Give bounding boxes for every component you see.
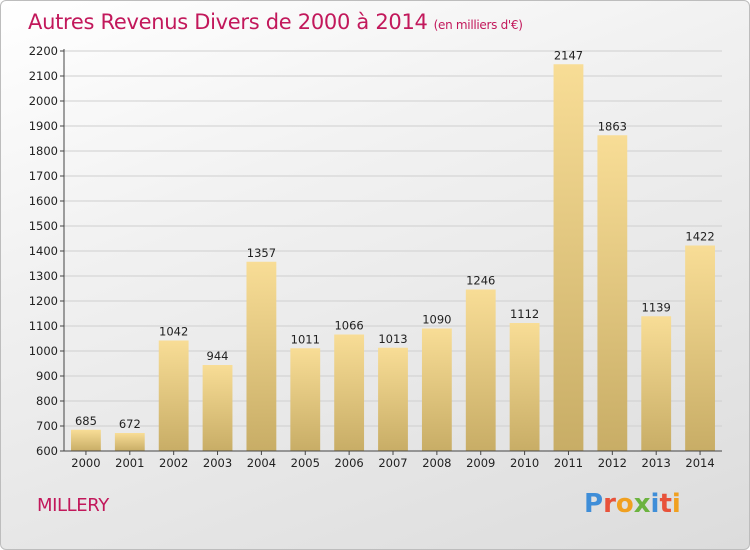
x-tick-label: 2012	[598, 456, 627, 470]
x-tick-label: 2008	[422, 456, 451, 470]
data-label: 1422	[685, 230, 714, 244]
x-tick-label: 2014	[685, 456, 714, 470]
chart-title: Autres Revenus Divers de 2000 à 2014 (en …	[28, 10, 523, 34]
logo-letter: o	[615, 489, 634, 519]
bar	[246, 261, 277, 451]
data-label: 1066	[334, 319, 363, 333]
x-tick-label: 2004	[247, 456, 276, 470]
bar	[334, 334, 365, 451]
logo-letter: i	[650, 489, 660, 519]
y-tick-label: 1000	[29, 344, 58, 358]
bar	[202, 365, 233, 451]
y-tick-label: 1300	[29, 269, 58, 283]
data-label: 685	[75, 414, 97, 428]
y-tick-label: 900	[36, 369, 58, 383]
y-tick-label: 2200	[29, 44, 58, 58]
y-tick-label: 1800	[29, 144, 58, 158]
x-tick-label: 2001	[115, 456, 144, 470]
bar	[290, 348, 321, 451]
data-label: 1139	[642, 300, 671, 314]
place-name: MILLERY	[37, 495, 109, 516]
x-tick-label: 2002	[159, 456, 188, 470]
y-tick-label: 2000	[29, 94, 58, 108]
bar	[465, 289, 496, 451]
bar	[378, 347, 408, 451]
y-tick-label: 700	[36, 419, 58, 433]
x-tick-label: 2013	[642, 456, 671, 470]
logo-letter: t	[659, 489, 672, 519]
y-tick-label: 1600	[29, 194, 58, 208]
data-label: 1246	[466, 274, 495, 288]
chart-title-text: Autres Revenus Divers de 2000 à 2014	[28, 10, 428, 34]
y-tick-label: 1100	[29, 319, 58, 333]
logo-letter: i	[671, 489, 681, 519]
x-tick-label: 2005	[291, 456, 320, 470]
logo-letter: r	[603, 489, 616, 519]
proxiti-logo: Proxiti	[584, 489, 681, 519]
data-label: 1090	[422, 313, 451, 327]
data-label: 1112	[510, 307, 539, 321]
x-axis-ticks: 2000 2001 2002 2003 2004 2005 2006 2007 2008 2009…	[71, 451, 715, 470]
y-axis-ticks: 600 700 800 900 1000 1100 1200 1300 1400 1500 1600…	[29, 44, 64, 458]
x-tick-label: 2000	[71, 456, 100, 470]
data-label: 1011	[291, 332, 320, 346]
data-label: 1013	[378, 332, 407, 346]
x-tick-label: 2007	[378, 456, 407, 470]
bar	[421, 328, 452, 451]
bar	[597, 135, 628, 451]
y-tick-label: 1700	[29, 169, 58, 183]
bar	[114, 433, 145, 451]
data-label: 1357	[247, 246, 276, 260]
x-tick-label: 2011	[554, 456, 583, 470]
x-tick-label: 2010	[510, 456, 539, 470]
data-label: 2147	[554, 48, 583, 62]
bar	[158, 340, 189, 451]
data-label: 944	[207, 349, 229, 363]
y-tick-label: 1900	[29, 119, 58, 133]
x-tick-label: 2003	[203, 456, 232, 470]
bar	[553, 64, 584, 451]
logo-letter: P	[584, 489, 604, 519]
y-tick-label: 1500	[29, 219, 58, 233]
data-label: 1863	[598, 119, 627, 133]
data-label: 672	[119, 417, 141, 431]
chart-subtitle: (en milliers d'€)	[433, 18, 523, 32]
x-tick-label: 2009	[466, 456, 495, 470]
y-tick-label: 800	[36, 394, 58, 408]
bars: 685 672 1042 944 1357 1011 1066 1013 1090 1246 111…	[71, 48, 715, 451]
y-tick-label: 1200	[29, 294, 58, 308]
y-tick-label: 2100	[29, 69, 58, 83]
bar	[71, 429, 101, 451]
bar	[685, 245, 715, 451]
y-tick-label: 1400	[29, 244, 58, 258]
data-label: 1042	[159, 325, 188, 339]
bar	[641, 316, 672, 451]
bar	[509, 323, 540, 451]
logo-letter: x	[633, 489, 651, 519]
x-tick-label: 2006	[334, 456, 363, 470]
y-tick-label: 600	[36, 444, 58, 458]
